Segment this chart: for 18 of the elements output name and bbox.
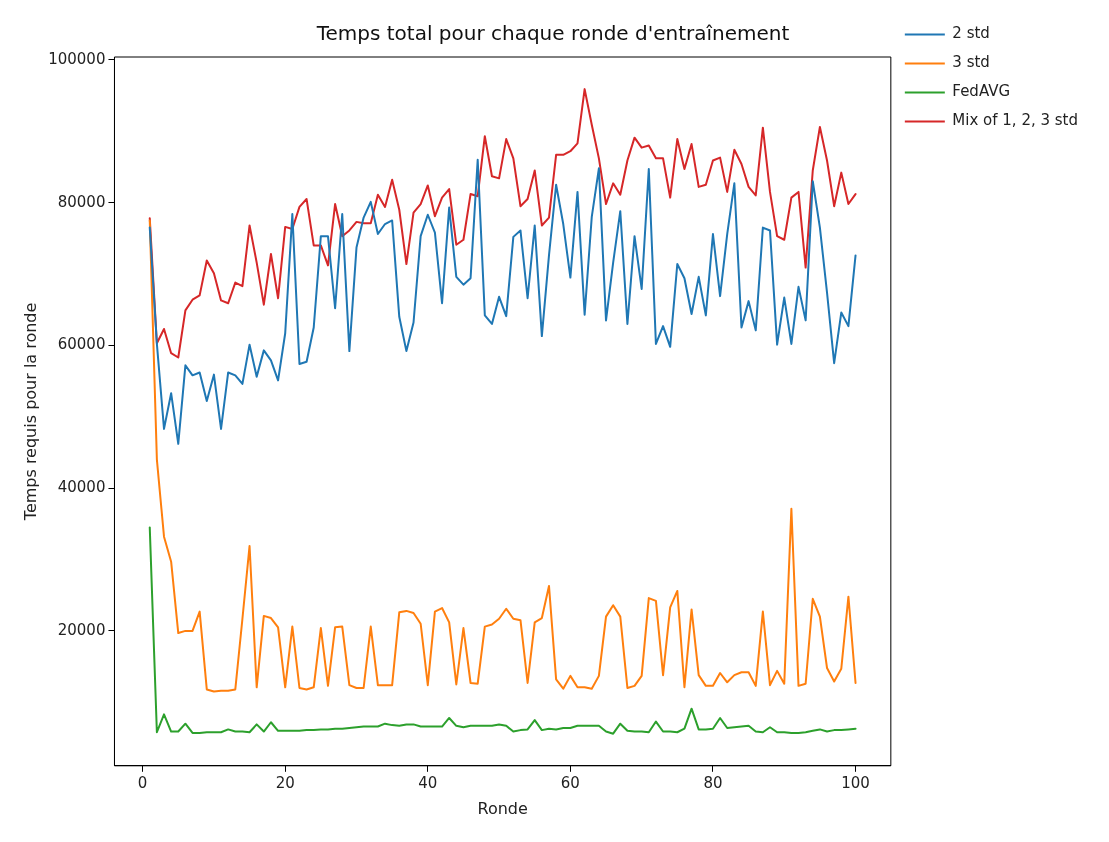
legend-label: 2 std [952, 24, 990, 43]
x-tick-label: 80 [703, 773, 723, 792]
legend-label: 3 std [952, 53, 990, 72]
y-tick-label: 100000 [48, 49, 106, 68]
y-tick-label: 40000 [57, 478, 106, 497]
chart-title: Temps total pour chaque ronde d'entraînement [315, 21, 790, 46]
x-axis-title: Ronde [477, 798, 528, 818]
x-tick-label: 40 [418, 773, 438, 792]
x-tick-label: 100 [841, 773, 870, 792]
x-tick-label: 20 [275, 773, 295, 792]
y-tick-label: 60000 [57, 335, 106, 354]
y-tick-label: 20000 [57, 620, 106, 639]
legend-label: FedAVG [952, 82, 1011, 101]
x-tick-label: 60 [560, 773, 580, 792]
legend-label: Mix of 1, 2, 3 std [952, 111, 1078, 130]
x-tick-label: 0 [137, 773, 148, 792]
y-tick-label: 80000 [57, 192, 106, 211]
y-axis-title: Temps requis pour la ronde [20, 302, 40, 522]
